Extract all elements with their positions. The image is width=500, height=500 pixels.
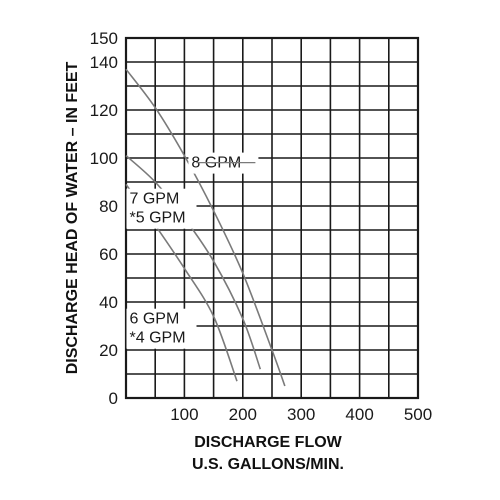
- y-tick-label: 80: [99, 197, 118, 216]
- curve-label-background: [126, 308, 197, 349]
- x-tick-label: 500: [404, 405, 432, 424]
- curve-2: [125, 155, 262, 370]
- curve-label-2-line-2: *5 GPM: [130, 210, 186, 227]
- x-axis-title-line-2: U.S. GALLONS/MIN.: [192, 456, 344, 473]
- x-tick-label: 300: [287, 405, 315, 424]
- x-tick-label: 200: [229, 405, 257, 424]
- x-tick-label: 100: [170, 405, 198, 424]
- y-tick-label: 150: [90, 29, 118, 48]
- curve-label-3-line-1: 6 GPM: [130, 311, 180, 328]
- y-tick-label: 40: [99, 293, 118, 312]
- x-axis-title-line-1: DISCHARGE FLOW: [194, 434, 342, 451]
- curve-label-2-line-1: 7 GPM: [130, 191, 180, 208]
- y-tick-label: 60: [99, 245, 118, 264]
- x-tick-label: 400: [345, 405, 373, 424]
- y-tick-label: 0: [109, 389, 118, 408]
- y-tick-label: 20: [99, 341, 118, 360]
- curve-label-3-line-2: *4 GPM: [130, 330, 186, 347]
- y-tick-label: 120: [90, 101, 118, 120]
- curve-label-background: [126, 188, 197, 229]
- y-tick-label: 140: [90, 53, 118, 72]
- plot-frame: [124, 36, 420, 400]
- y-axis-title: DISCHARGE HEAD OF WATER – IN FEET: [64, 61, 81, 374]
- y-tick-label: 100: [90, 149, 118, 168]
- curve-1: [125, 68, 286, 387]
- tick-labels: 100 200 300 400 500 0 20 40 60 80 100 120 140 150: [90, 29, 433, 424]
